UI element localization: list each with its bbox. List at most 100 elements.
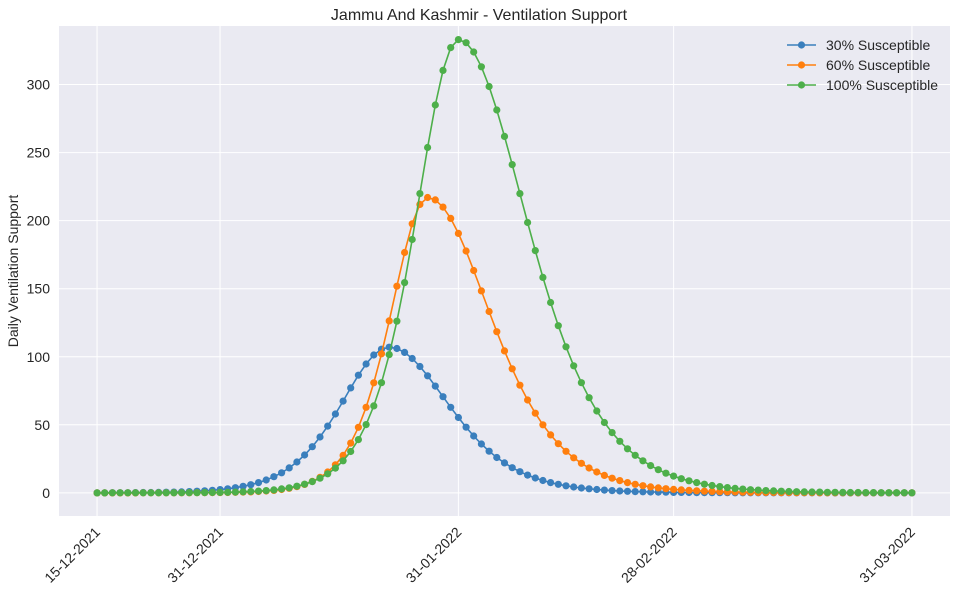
data-point xyxy=(270,486,278,494)
data-point xyxy=(754,486,762,494)
data-point xyxy=(731,484,739,492)
data-point xyxy=(447,214,455,222)
data-point xyxy=(616,487,624,495)
data-point xyxy=(477,287,485,295)
data-point xyxy=(393,344,401,353)
data-point xyxy=(539,476,547,485)
legend-item: 30% Susceptible xyxy=(787,37,931,53)
data-point xyxy=(362,421,370,429)
data-point xyxy=(631,480,639,488)
y-tick-label: 0 xyxy=(42,485,50,501)
data-point xyxy=(500,347,509,355)
data-point xyxy=(385,351,393,359)
data-point xyxy=(708,481,716,490)
data-point xyxy=(524,218,532,227)
data-point xyxy=(654,466,662,474)
data-point xyxy=(508,161,516,169)
data-point xyxy=(654,484,662,492)
data-point xyxy=(816,488,824,496)
data-point xyxy=(562,482,570,490)
chart-title: Jammu And Kashmir - Ventilation Support xyxy=(331,7,628,24)
data-point xyxy=(385,317,393,325)
data-point xyxy=(562,343,570,351)
data-point xyxy=(508,464,516,472)
data-point xyxy=(408,354,416,363)
data-point xyxy=(547,479,555,487)
data-point xyxy=(201,489,209,497)
data-point xyxy=(147,489,155,497)
data-point xyxy=(839,488,847,496)
data-point xyxy=(554,440,562,448)
legend-swatch-marker xyxy=(797,81,806,89)
data-point xyxy=(539,273,547,281)
data-point xyxy=(524,396,532,404)
y-tick-label: 300 xyxy=(27,77,51,93)
data-point xyxy=(370,379,378,387)
data-point xyxy=(554,322,562,330)
data-point xyxy=(431,382,439,390)
data-point xyxy=(500,459,509,467)
series-group xyxy=(93,36,916,497)
data-point xyxy=(377,350,386,358)
series-3 xyxy=(93,36,916,497)
data-point xyxy=(485,307,493,316)
data-point xyxy=(324,470,332,478)
data-point xyxy=(285,484,293,492)
plot-area xyxy=(59,26,950,516)
data-point xyxy=(570,362,578,370)
data-point xyxy=(885,489,893,497)
data-point xyxy=(162,489,170,497)
data-point xyxy=(685,486,693,494)
data-point xyxy=(262,476,270,484)
data-point xyxy=(447,403,455,411)
data-point xyxy=(608,474,616,482)
data-point xyxy=(431,196,439,204)
data-point xyxy=(401,348,409,356)
data-point xyxy=(631,451,639,459)
x-tick-label: 15-12-2021 xyxy=(41,524,103,586)
data-point xyxy=(347,384,355,392)
data-point xyxy=(124,489,132,497)
y-tick-label: 150 xyxy=(27,281,51,297)
data-point xyxy=(623,445,632,453)
data-point xyxy=(600,471,609,479)
data-point xyxy=(854,488,862,497)
data-point xyxy=(485,447,493,455)
data-point xyxy=(700,487,709,495)
data-point xyxy=(408,235,416,244)
data-point xyxy=(485,82,493,91)
data-point xyxy=(608,487,616,495)
legend-label: 100% Susceptible xyxy=(826,77,938,93)
data-point xyxy=(231,488,239,496)
data-point xyxy=(516,190,524,198)
data-point xyxy=(893,489,901,497)
data-point xyxy=(670,472,678,480)
data-point xyxy=(278,485,286,493)
data-point xyxy=(462,39,470,47)
data-point xyxy=(593,468,601,476)
data-point xyxy=(547,298,555,307)
data-point xyxy=(293,482,301,490)
data-point xyxy=(354,371,362,379)
data-point xyxy=(677,475,685,483)
data-point xyxy=(762,487,770,495)
data-point xyxy=(539,421,547,429)
y-tick-labels: 0 50 100 150 200 250 300 xyxy=(27,77,51,501)
data-point xyxy=(216,488,224,496)
legend-item: 60% Susceptible xyxy=(787,57,931,73)
data-point xyxy=(800,488,808,496)
data-point xyxy=(316,433,324,441)
data-point xyxy=(577,379,586,387)
data-point xyxy=(862,489,870,497)
data-point xyxy=(623,479,632,487)
data-point xyxy=(331,410,339,418)
y-tick-label: 50 xyxy=(34,417,50,433)
data-point xyxy=(424,372,432,380)
legend-label: 30% Susceptible xyxy=(826,37,931,53)
data-point xyxy=(424,143,432,152)
data-point xyxy=(347,447,355,456)
data-point xyxy=(516,468,524,476)
data-point xyxy=(339,457,347,465)
data-point xyxy=(631,488,639,496)
